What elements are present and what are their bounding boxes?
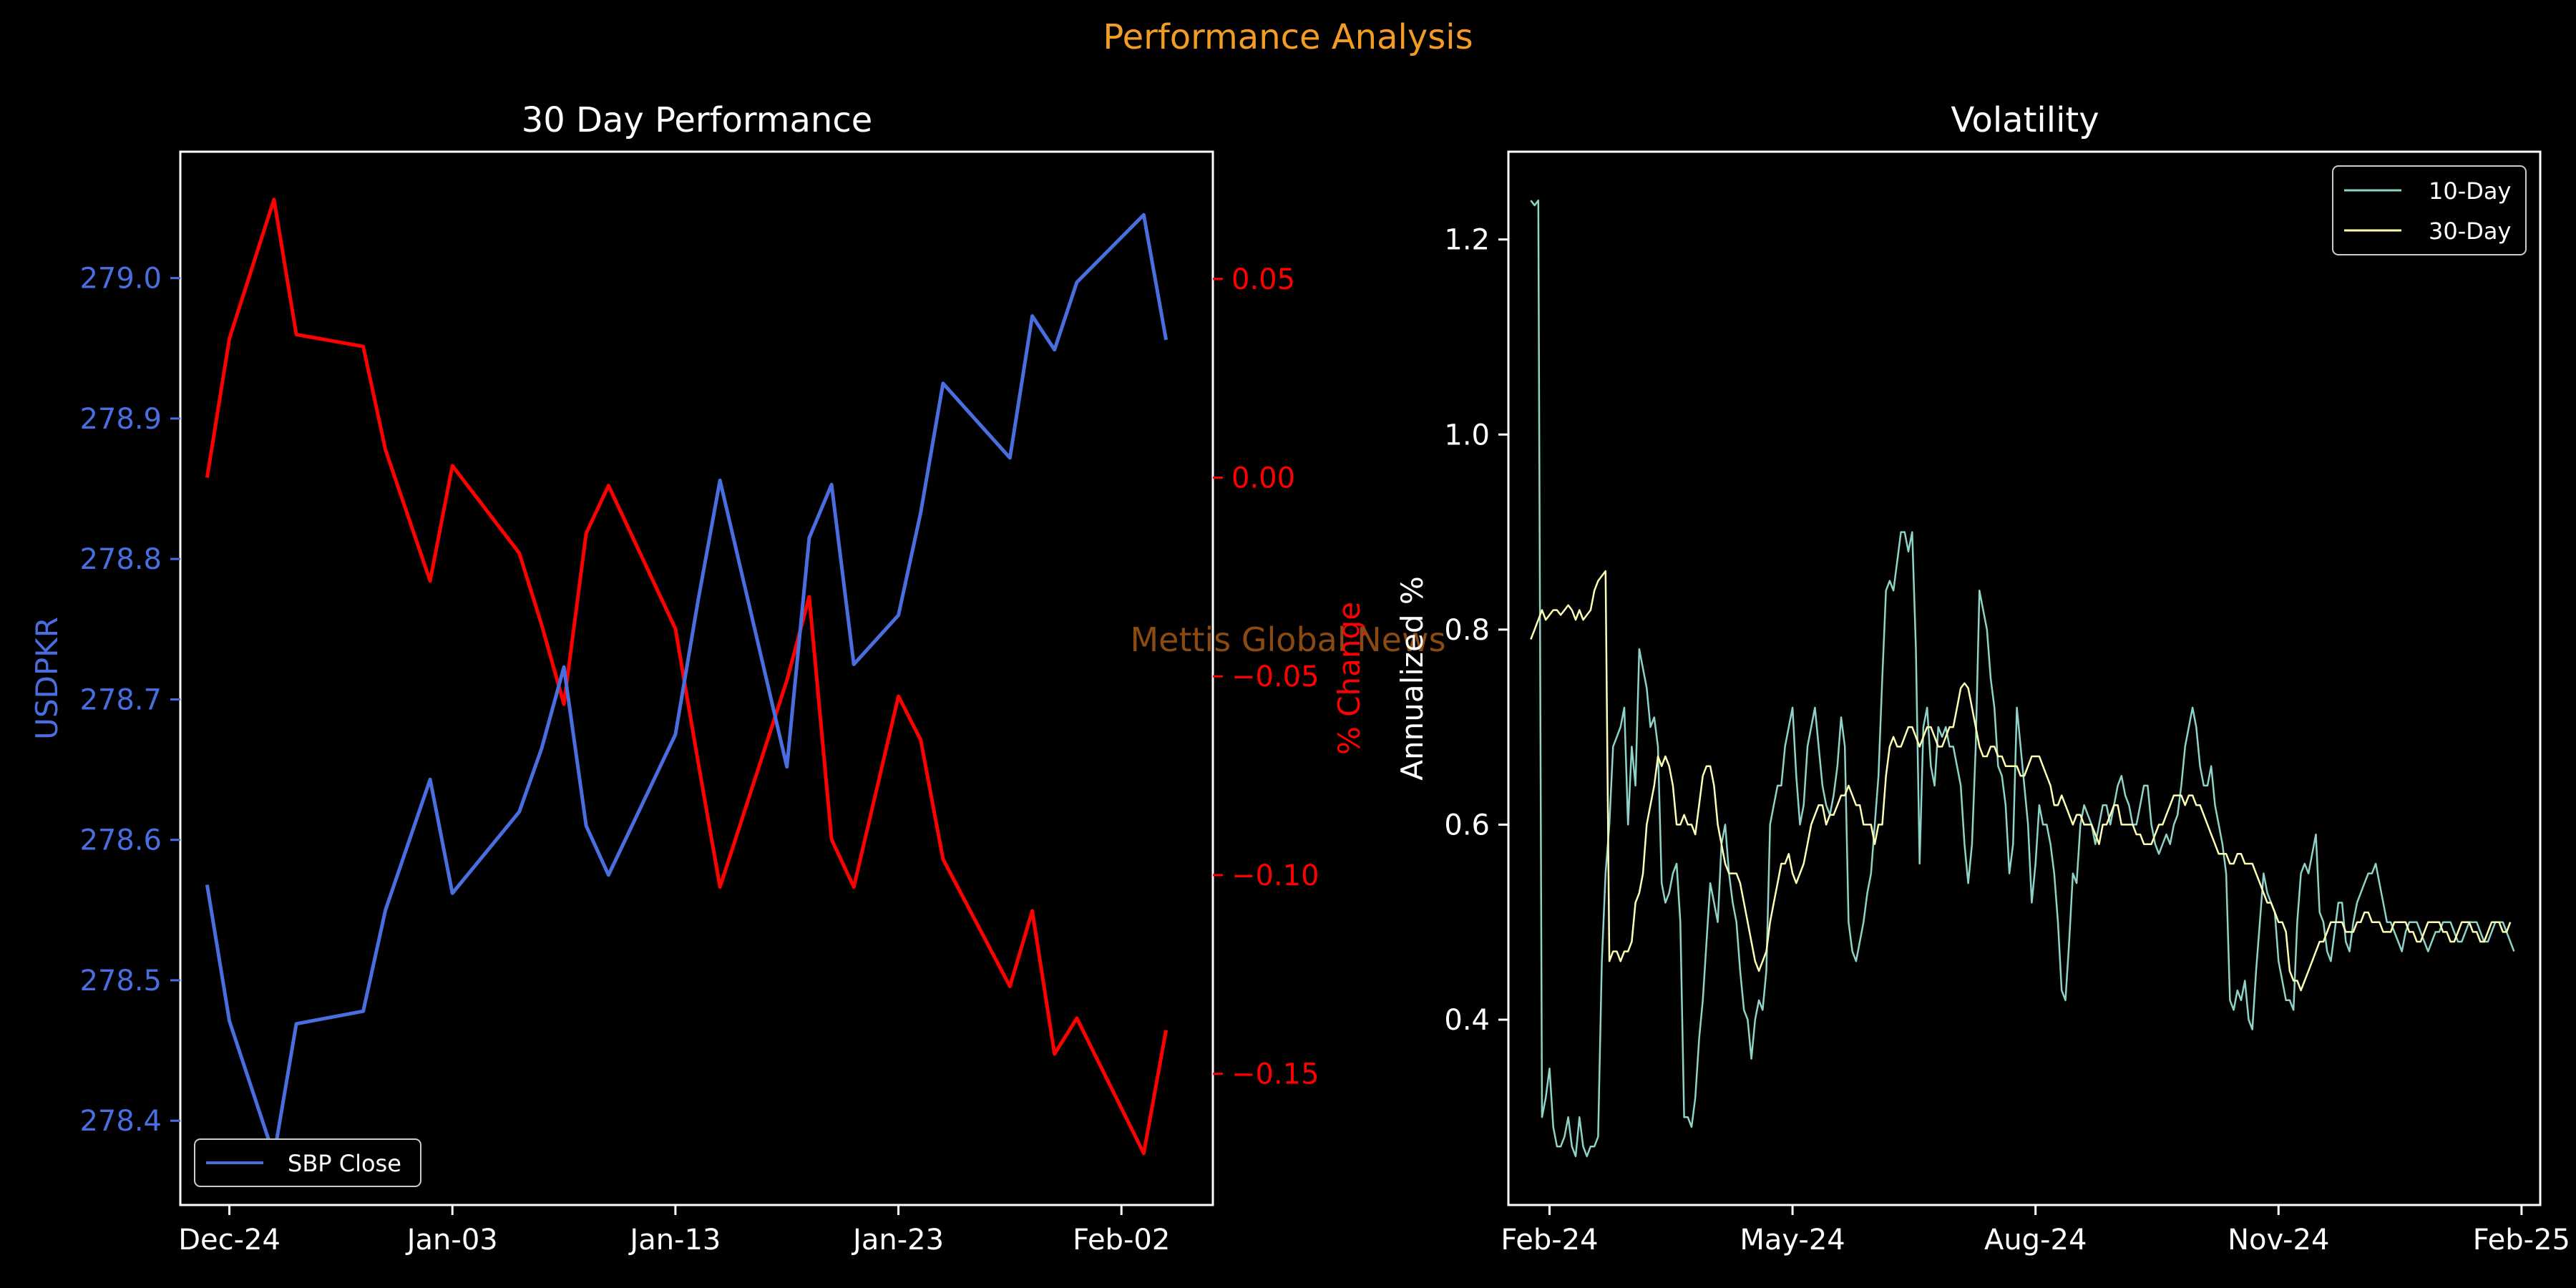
volatility-chart: Volatility Feb-24 May-24 Aug-24 Nov-24 Feb-2… bbox=[1395, 100, 2570, 1257]
performance-series bbox=[205, 197, 1169, 1158]
series-line-percent-change bbox=[205, 197, 1169, 1156]
performance-y-axis-left: 278.4 278.5 278.6 278.7 278.8 278.9 279.0 bbox=[79, 263, 180, 1138]
y-tick-label-279-0: 279.0 bbox=[79, 263, 162, 296]
performance-plot-frame bbox=[179, 150, 1214, 1206]
x-tick-label-aug-24: Aug-24 bbox=[1984, 1224, 2087, 1257]
x-tick-label-feb-25: Feb-25 bbox=[2473, 1224, 2570, 1257]
volatility-y-axis: 0.4 0.6 0.8 1.0 1.2 bbox=[1444, 224, 1508, 1037]
performance-x-axis: Dec-24 Jan-03 Jan-13 Jan-23 Feb-02 bbox=[178, 1205, 1170, 1257]
y2-tick-label-0-10: −0.10 bbox=[1231, 859, 1319, 892]
y-tick-label-278-9: 278.9 bbox=[79, 403, 162, 436]
y-tick-label-278-8: 278.8 bbox=[79, 543, 162, 576]
x-tick-label-dec-24: Dec-24 bbox=[178, 1224, 280, 1257]
y-tick-label-1-2: 1.2 bbox=[1444, 224, 1490, 257]
performance-y-axis-right: 0.05 0.00 −0.05 −0.10 −0.15 bbox=[1213, 263, 1319, 1091]
y-tick-label-278-6: 278.6 bbox=[79, 824, 162, 857]
y-tick-label-278-5: 278.5 bbox=[79, 965, 162, 997]
legend-label-30-day: 30-Day bbox=[2429, 218, 2511, 245]
legend-label-sbp-close: SBP Close bbox=[288, 1150, 401, 1177]
volatility-legend: 10-Day 30-Day bbox=[2332, 165, 2527, 255]
y2-tick-label-0-00: 0.00 bbox=[1231, 462, 1295, 494]
y-tick-label-278-4: 278.4 bbox=[79, 1105, 162, 1138]
y2-tick-label-0-05: 0.05 bbox=[1231, 263, 1295, 296]
series-line-sbp-close bbox=[205, 213, 1169, 1158]
volatility-series bbox=[1530, 199, 2515, 1158]
y-tick-label-0-6: 0.6 bbox=[1444, 809, 1490, 841]
volatility-plot-frame bbox=[1507, 150, 2542, 1206]
x-tick-label-jan-03: Jan-03 bbox=[405, 1224, 498, 1257]
y-tick-label-278-7: 278.7 bbox=[79, 683, 162, 716]
x-tick-label-feb-24: Feb-24 bbox=[1501, 1224, 1598, 1257]
performance-legend-box bbox=[194, 1138, 421, 1187]
performance-legend: SBP Close bbox=[194, 1138, 421, 1187]
figure-title: Performance Analysis bbox=[1103, 17, 1473, 57]
volatility-y-axis-label: Annualized % bbox=[1395, 576, 1430, 780]
series-line-10-day bbox=[1530, 199, 2515, 1158]
x-tick-label-nov-24: Nov-24 bbox=[2228, 1224, 2329, 1257]
watermark-text: Mettis Global News bbox=[1130, 620, 1445, 659]
x-tick-label-jan-23: Jan-23 bbox=[851, 1224, 944, 1257]
x-tick-label-feb-02: Feb-02 bbox=[1073, 1224, 1170, 1257]
y2-tick-label-0-05: −0.05 bbox=[1231, 660, 1319, 693]
y-tick-label-0-4: 0.4 bbox=[1444, 1004, 1490, 1037]
volatility-chart-title: Volatility bbox=[1951, 100, 2099, 140]
y2-tick-label-0-15: −0.15 bbox=[1231, 1058, 1319, 1091]
x-tick-label-jan-13: Jan-13 bbox=[628, 1224, 721, 1257]
volatility-x-axis: Feb-24 May-24 Aug-24 Nov-24 Feb-25 bbox=[1501, 1205, 2570, 1257]
performance-chart-title: 30 Day Performance bbox=[522, 100, 873, 140]
performance-y-axis-label-left: USDPKR bbox=[29, 617, 64, 740]
series-line-30-day bbox=[1530, 570, 2512, 992]
volatility-legend-box bbox=[2332, 165, 2527, 255]
legend-label-10-day: 10-Day bbox=[2429, 177, 2511, 205]
y-tick-label-0-8: 0.8 bbox=[1444, 614, 1490, 647]
performance-y-axis-label-right: % Change bbox=[1332, 602, 1367, 755]
y-tick-label-1-0: 1.0 bbox=[1444, 419, 1490, 452]
x-tick-label-may-24: May-24 bbox=[1740, 1224, 1845, 1257]
performance-chart: 30 Day Performance Dec-24 Jan-03 Jan-13 Jan… bbox=[29, 100, 1367, 1257]
